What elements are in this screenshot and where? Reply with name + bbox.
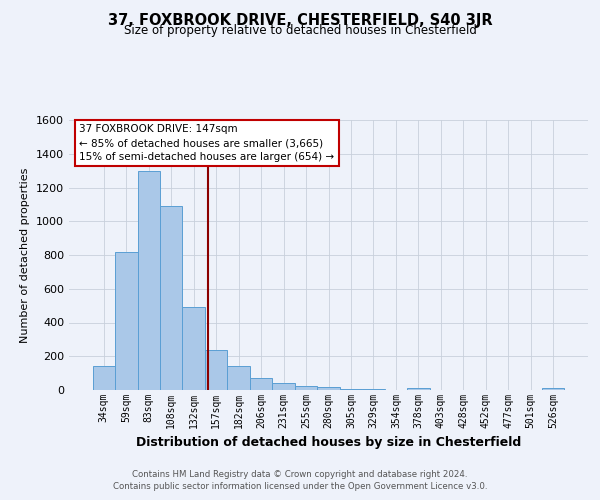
Bar: [92, 366, 115, 390]
Bar: [227, 366, 250, 390]
Bar: [250, 378, 272, 390]
Bar: [137, 170, 160, 390]
Bar: [340, 388, 362, 390]
Text: 37, FOXBROOK DRIVE, CHESTERFIELD, S40 3JR: 37, FOXBROOK DRIVE, CHESTERFIELD, S40 3J…: [107, 12, 493, 28]
Bar: [272, 383, 295, 390]
Text: Contains public sector information licensed under the Open Government Licence v3: Contains public sector information licen…: [113, 482, 487, 491]
Bar: [160, 206, 182, 390]
Bar: [542, 388, 565, 390]
Text: 37 FOXBROOK DRIVE: 147sqm
← 85% of detached houses are smaller (3,665)
15% of se: 37 FOXBROOK DRIVE: 147sqm ← 85% of detac…: [79, 124, 335, 162]
Text: Contains HM Land Registry data © Crown copyright and database right 2024.: Contains HM Land Registry data © Crown c…: [132, 470, 468, 479]
Bar: [295, 386, 317, 390]
Bar: [115, 252, 137, 390]
Text: Size of property relative to detached houses in Chesterfield: Size of property relative to detached ho…: [124, 24, 476, 37]
Bar: [205, 350, 227, 390]
Y-axis label: Number of detached properties: Number of detached properties: [20, 168, 31, 342]
X-axis label: Distribution of detached houses by size in Chesterfield: Distribution of detached houses by size …: [136, 436, 521, 450]
Bar: [182, 308, 205, 390]
Bar: [407, 388, 430, 390]
Bar: [317, 388, 340, 390]
